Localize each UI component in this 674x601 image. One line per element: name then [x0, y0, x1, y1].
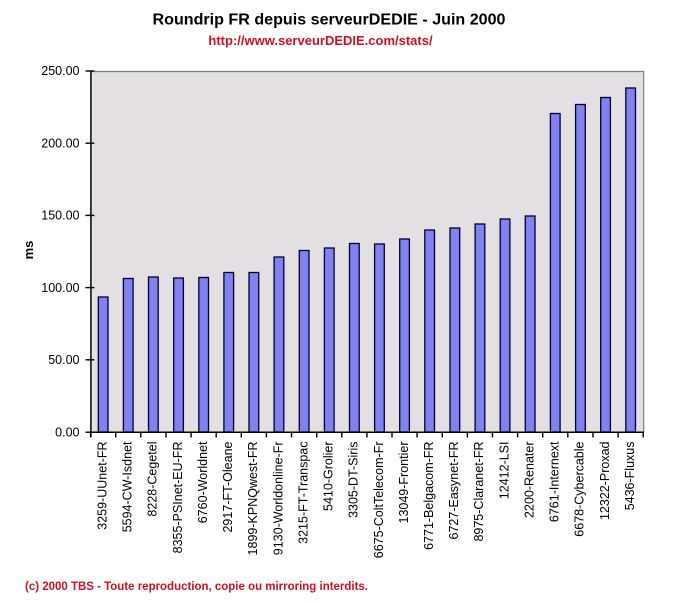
svg-text:3305-DT-Siris: 3305-DT-Siris [347, 442, 361, 518]
svg-text:Roundrip FR depuis serveurDEDI: Roundrip FR depuis serveurDEDIE - Juin 2… [153, 12, 506, 29]
svg-text:8975-Claranet-FR: 8975-Claranet-FR [472, 442, 486, 542]
svg-text:3215-FT-Transpac: 3215-FT-Transpac [296, 442, 310, 544]
svg-text:5410-Grolier: 5410-Grolier [322, 442, 336, 511]
svg-text:6675-ColtTelecom-Fr: 6675-ColtTelecom-Fr [372, 442, 386, 559]
svg-text:2200-Renater: 2200-Renater [523, 442, 537, 518]
svg-text:8355-PSInet-EU-FR: 8355-PSInet-EU-FR [171, 442, 185, 554]
svg-text:5436-Fluxus: 5436-Fluxus [623, 442, 637, 511]
svg-text:150.00: 150.00 [41, 209, 79, 223]
svg-text:13049-Frontier: 13049-Frontier [397, 442, 411, 524]
svg-text:9130-Worldonline-Fr: 9130-Worldonline-Fr [271, 442, 285, 556]
svg-text:6727-Easynet-FR: 6727-Easynet-FR [447, 442, 461, 540]
svg-text:6678-Cybercable: 6678-Cybercable [573, 441, 587, 536]
svg-text:2917-FT-Oleane: 2917-FT-Oleane [221, 441, 235, 532]
svg-text:5594-CW-Isdnet: 5594-CW-Isdnet [121, 441, 135, 532]
svg-text:200.00: 200.00 [41, 136, 79, 150]
svg-text:8228-Cegetel: 8228-Cegetel [146, 442, 160, 517]
svg-text:12322-Proxad: 12322-Proxad [598, 441, 612, 520]
svg-text:0.00: 0.00 [55, 425, 79, 439]
svg-text:6760-Worldnet: 6760-Worldnet [196, 441, 210, 523]
svg-text:(c) 2000 TBS - Toute reproduct: (c) 2000 TBS - Toute reproduction, copie… [25, 579, 368, 593]
svg-text:6761-Internext: 6761-Internext [548, 441, 562, 522]
svg-text:1899-KPNQwest-FR: 1899-KPNQwest-FR [246, 442, 260, 556]
svg-text:ms: ms [21, 241, 36, 260]
svg-text:50.00: 50.00 [48, 353, 79, 367]
svg-text:250.00: 250.00 [41, 64, 79, 78]
svg-text:100.00: 100.00 [41, 281, 79, 295]
svg-text:12412-LSI: 12412-LSI [497, 442, 511, 500]
svg-text:3259-UUnet-FR: 3259-UUnet-FR [96, 442, 110, 530]
svg-text:http://www.serveurDEDIE.com/st: http://www.serveurDEDIE.com/stats/ [208, 33, 433, 48]
svg-text:6771-Belgacom-FR: 6771-Belgacom-FR [422, 442, 436, 550]
